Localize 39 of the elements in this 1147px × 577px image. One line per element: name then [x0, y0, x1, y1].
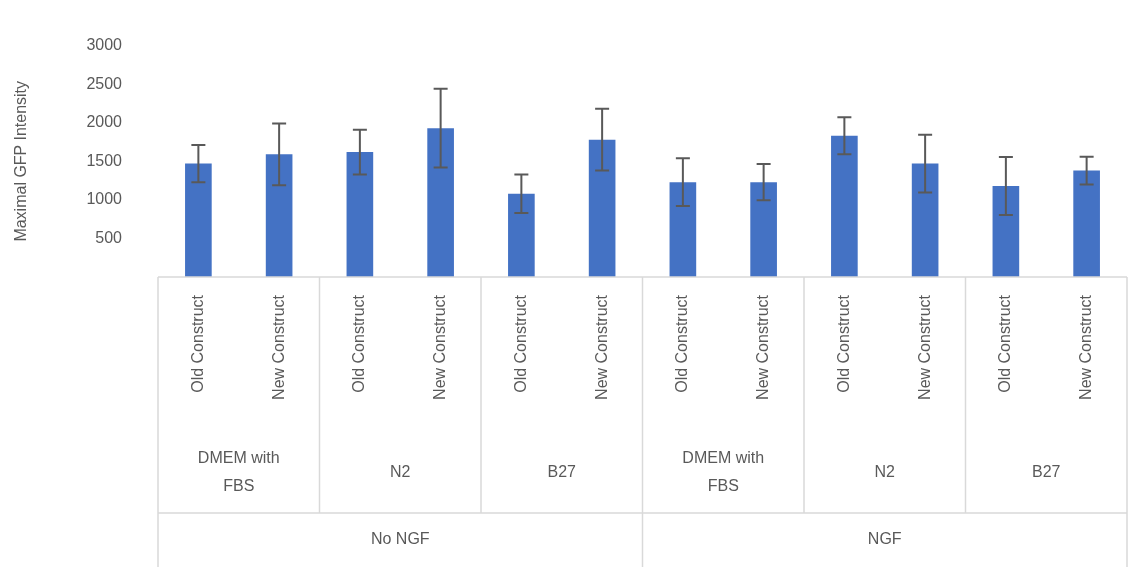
text: B27: [547, 463, 577, 481]
text: N2: [390, 463, 411, 481]
x-tick-label: New Construct: [1077, 294, 1095, 400]
text: DMEM with FBS: [197, 449, 280, 495]
bar: [669, 182, 697, 277]
x-tick-label: Old Construct: [188, 294, 206, 393]
y-tick-label: 2500: [86, 74, 123, 92]
bar: [911, 163, 939, 277]
bar: [750, 182, 777, 277]
text: DMEM with FBS: [682, 449, 765, 495]
bar: [265, 154, 293, 277]
bar: [588, 139, 616, 277]
x-tick-label: Old Construct: [350, 294, 368, 393]
y-tick-label: 2000: [86, 113, 123, 131]
y-tick-label: 3000: [86, 36, 123, 54]
text: No NGF: [370, 530, 430, 548]
bar: [346, 152, 374, 277]
x-tick-label: Old Construct: [673, 294, 691, 393]
x-tick-label: New Construct: [592, 294, 610, 400]
x-tick-label: New Construct: [754, 294, 772, 400]
x-tick-label: New Construct: [269, 294, 287, 400]
bar: [1073, 170, 1100, 277]
bar: [185, 163, 212, 277]
bar: [508, 193, 535, 277]
x-tick-label: New Construct: [431, 294, 449, 400]
x-tick-label: Old Construct: [996, 294, 1014, 393]
y-tick-label: 500: [95, 228, 123, 246]
y-tick-label: 1500: [86, 151, 123, 169]
text: B27: [1032, 463, 1061, 481]
text: N2: [874, 463, 896, 481]
text: NGF: [867, 530, 902, 548]
bar: [992, 185, 1020, 277]
bar: [427, 128, 454, 277]
x-tick-label: Old Construct: [511, 294, 529, 393]
bar: [831, 135, 858, 277]
y-tick-label: 1000: [86, 190, 123, 208]
x-tick-label: Old Construct: [834, 294, 852, 393]
y-axis-title: Maximal GFP Intensity: [12, 80, 30, 242]
x-tick-label: New Construct: [915, 294, 933, 400]
